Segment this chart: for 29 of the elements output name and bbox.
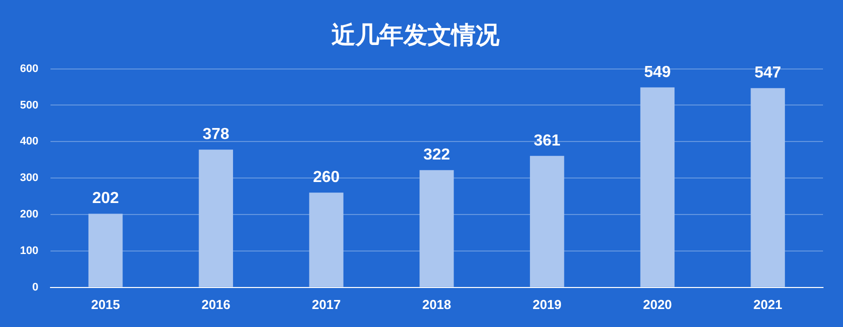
x-tick-label: 2020 bbox=[642, 296, 672, 312]
bar bbox=[309, 192, 344, 287]
bar bbox=[530, 156, 564, 287]
y-tick-label: 100 bbox=[20, 245, 38, 257]
bar bbox=[420, 170, 454, 287]
x-tick-label: 2016 bbox=[201, 296, 230, 312]
data-label: 361 bbox=[534, 132, 560, 150]
bar bbox=[88, 214, 123, 287]
y-tick-label: 500 bbox=[20, 99, 38, 112]
bar bbox=[750, 88, 785, 287]
data-label: 260 bbox=[312, 169, 340, 186]
data-label: 202 bbox=[92, 190, 119, 208]
y-tick-label: 400 bbox=[20, 136, 38, 148]
y-tick-label: 0 bbox=[32, 281, 38, 294]
data-label: 549 bbox=[644, 64, 671, 81]
y-tick-label: 200 bbox=[20, 208, 38, 221]
x-tick-label: 2017 bbox=[312, 296, 341, 312]
bar bbox=[640, 87, 675, 287]
bar bbox=[198, 150, 234, 287]
x-tick-label: 2015 bbox=[91, 296, 120, 312]
x-tick-label: 2018 bbox=[422, 296, 452, 312]
chart-title: 近几年发文情况 bbox=[332, 22, 500, 50]
x-tick-label: 2019 bbox=[532, 296, 562, 312]
y-tick-label: 600 bbox=[20, 62, 38, 75]
data-label: 322 bbox=[423, 146, 450, 164]
data-label: 378 bbox=[202, 126, 230, 144]
data-label: 547 bbox=[754, 64, 782, 82]
x-tick-label: 2021 bbox=[753, 296, 782, 312]
y-tick-label: 300 bbox=[20, 172, 38, 184]
